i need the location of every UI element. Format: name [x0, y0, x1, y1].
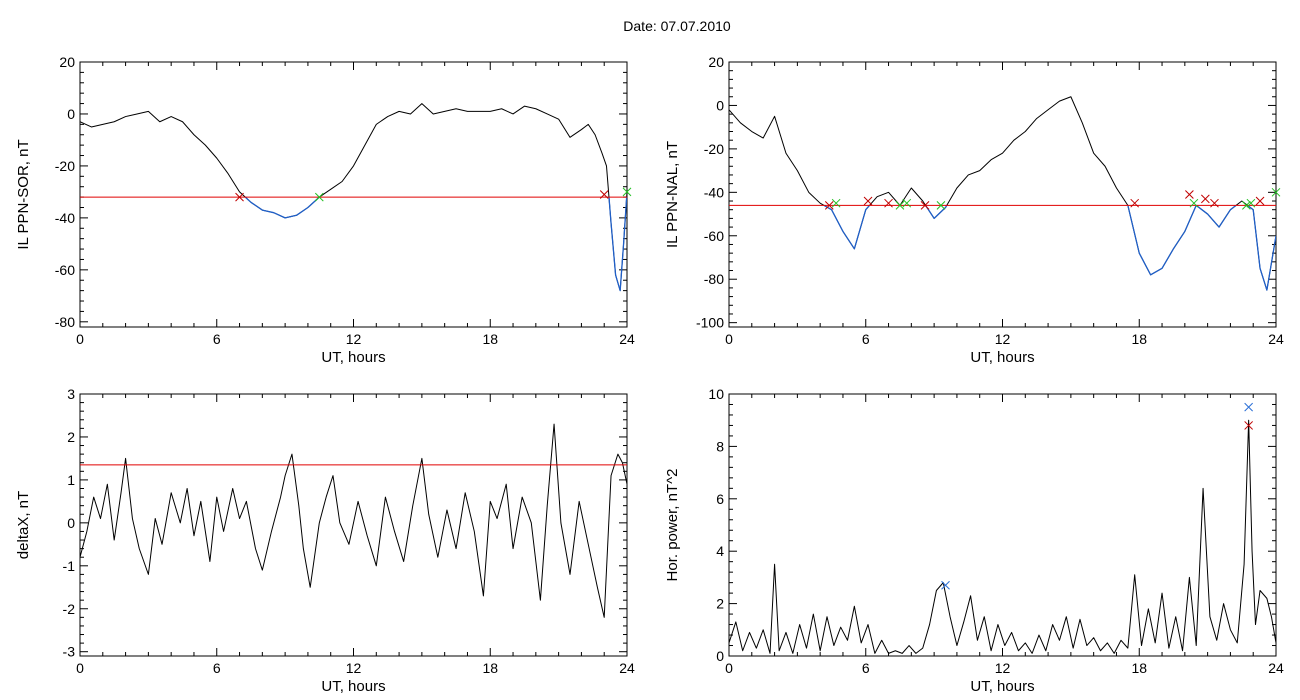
marker-cross-red: [920, 201, 930, 210]
x-tick-label: 18: [482, 660, 498, 676]
marker-cross-red: [1200, 194, 1210, 204]
plot-area: [729, 96, 1276, 291]
x-axis-label: UT, hours: [321, 349, 385, 366]
marker-cross-red: [824, 201, 834, 210]
x-tick-label: 24: [619, 331, 635, 347]
x-tick-label: 6: [862, 331, 870, 347]
marker-cross-red: [1185, 190, 1194, 199]
x-tick-label: 24: [1268, 660, 1284, 676]
x-tick-label: 0: [725, 331, 733, 347]
marker-cross-red: [1210, 198, 1219, 208]
marker-cross-red: [1130, 198, 1140, 208]
x-tick-label: 6: [213, 331, 221, 347]
y-tick-label: 0: [67, 106, 75, 122]
x-tick-label: 6: [213, 660, 221, 676]
marker-cross-green: [936, 201, 946, 210]
marker-cross-green: [1242, 201, 1251, 210]
marker-cross-green: [1271, 187, 1281, 197]
x-tick-label: 18: [1131, 331, 1147, 347]
marker-cross-green: [1189, 198, 1199, 208]
x-axis-label: UT, hours: [321, 678, 385, 695]
y-tick-label: -60: [55, 262, 75, 278]
y-axis-label: deltaX, nT: [15, 491, 32, 559]
y-tick-label: 20: [59, 54, 75, 70]
y-tick-label: -3: [63, 644, 76, 660]
x-tick-label: 12: [995, 331, 1011, 347]
marker-cross-green: [1246, 198, 1256, 208]
y-tick-label: 0: [67, 515, 75, 531]
y-axis-label: IL PPN-SOR, nT: [15, 139, 32, 249]
y-tick-label: 20: [708, 54, 724, 70]
x-tick-label: 24: [1268, 331, 1284, 347]
y-tick-label: -20: [704, 141, 724, 157]
y-axis-label: IL PPN-NAL, nT: [664, 141, 681, 248]
plot-frame: [728, 393, 1277, 657]
x-axis-label: UT, hours: [970, 678, 1034, 695]
y-axis-label: Hor. power, nT^2: [664, 469, 681, 582]
x-tick-label: 18: [482, 331, 498, 347]
marker-cross-green: [895, 201, 905, 210]
x-tick-label: 12: [346, 660, 362, 676]
y-tick-label: -40: [704, 184, 724, 200]
series-line: [80, 423, 627, 618]
marker-cross-green: [622, 187, 632, 197]
x-tick-label: 12: [995, 660, 1011, 676]
y-tick-label: 0: [716, 97, 724, 113]
y-tick-label: -60: [704, 228, 724, 244]
marker-cross-red: [863, 196, 873, 206]
series-line: [80, 103, 627, 292]
marker-cross-green: [902, 198, 912, 208]
chart-ppn-sor: 0 6 12 18 24 -80 -60 -40 -20 0 20 UT, hours IL PPN-S…: [15, 54, 635, 366]
marker-cross-red: [599, 190, 609, 199]
y-tick-label: 3: [67, 386, 75, 402]
chart-ppn-nal: 0 6 12 18 24 -100 -80 -60 -40 -20 0 20 UT, hours IL P…: [664, 54, 1284, 366]
figure-title: Date: 07.07.2010: [623, 18, 731, 34]
plot-area: [729, 419, 1276, 654]
y-tick-label: -20: [55, 158, 75, 174]
y-tick-label: -100: [696, 315, 724, 331]
marker-cross-blue: [941, 580, 950, 590]
x-tick-label: 6: [862, 660, 870, 676]
marker-cross-red: [235, 192, 244, 202]
marker-cross-red: [1255, 196, 1265, 206]
x-tick-label: 0: [76, 660, 84, 676]
marker-cross-blue: [1244, 402, 1254, 412]
marker-cross-red: [1244, 421, 1254, 430]
plot-frame: [79, 61, 628, 328]
x-axis-label: UT, hours: [970, 349, 1034, 366]
x-tick-label: 18: [1131, 660, 1147, 676]
y-tick-label: -40: [55, 210, 75, 226]
plot-area: [80, 423, 627, 618]
plot-area: [80, 103, 627, 292]
y-tick-label: 10: [708, 386, 724, 402]
y-tick-label: 8: [716, 438, 724, 454]
x-tick-label: 12: [346, 331, 362, 347]
y-tick-label: 6: [716, 491, 724, 507]
x-tick-label: 0: [725, 660, 733, 676]
y-tick-label: 4: [716, 543, 724, 559]
y-tick-label: -2: [63, 601, 76, 617]
y-tick-label: -80: [704, 271, 724, 287]
marker-cross-green: [831, 198, 841, 208]
series-line-below-threshold: [822, 205, 1276, 291]
y-tick-label: 2: [67, 429, 75, 445]
y-tick-label: 1: [67, 472, 75, 488]
series-line: [729, 96, 1276, 291]
x-tick-label: 24: [619, 660, 635, 676]
marker-cross-red: [884, 198, 893, 208]
series-line: [729, 419, 1276, 654]
y-tick-label: 0: [716, 648, 724, 664]
y-tick-label: -80: [55, 314, 75, 330]
marker-cross-green: [314, 192, 324, 202]
y-tick-label: 2: [716, 596, 724, 612]
x-tick-label: 0: [76, 331, 84, 347]
y-tick-label: -1: [63, 558, 76, 574]
